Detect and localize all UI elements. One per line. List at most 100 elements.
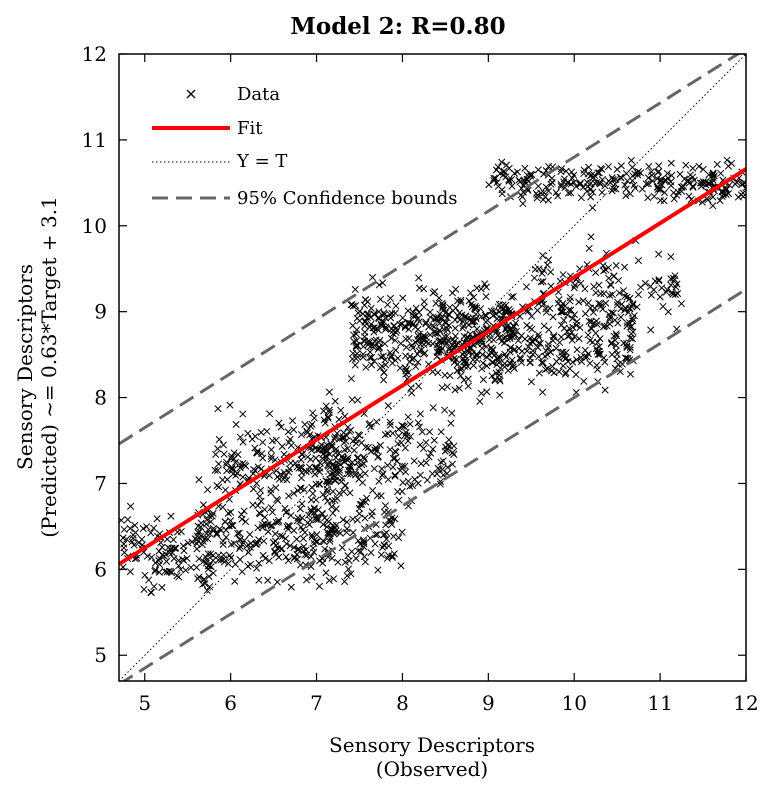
data-point (388, 553, 396, 561)
data-point (401, 444, 409, 452)
data-point (236, 464, 244, 472)
data-point (195, 555, 203, 563)
data-point (447, 419, 455, 427)
x-tick-label: 7 (310, 691, 323, 715)
upper-confidence-bound (119, 54, 741, 446)
data-point (354, 547, 362, 555)
data-point (448, 289, 457, 297)
data-point (541, 365, 550, 374)
data-point (351, 468, 359, 477)
data-point (724, 162, 732, 170)
data-point (378, 465, 386, 473)
data-point (451, 332, 459, 340)
data-point (495, 353, 503, 361)
data-point (442, 318, 450, 326)
data-point (313, 513, 321, 521)
data-point (138, 535, 146, 543)
data-point (647, 168, 655, 176)
data-point (510, 169, 519, 177)
data-point (499, 305, 507, 313)
data-point (310, 504, 318, 512)
data-point (342, 437, 350, 445)
data-point (545, 256, 553, 264)
data-point (334, 558, 342, 566)
data-point (374, 326, 383, 334)
data-point (308, 573, 316, 581)
data-point (376, 364, 384, 372)
data-point (326, 529, 334, 537)
data-point (386, 349, 394, 357)
data-point (360, 536, 368, 544)
y-tick-label: 11 (82, 128, 107, 152)
data-point (509, 360, 517, 368)
data-point (320, 538, 328, 546)
data-point (352, 343, 360, 351)
data-point (343, 572, 351, 580)
data-point (488, 347, 496, 355)
data-point (438, 384, 446, 392)
data-point (626, 190, 634, 198)
data-point (246, 530, 254, 538)
data-point (294, 486, 302, 495)
data-point (240, 507, 248, 515)
legend-data-marker (186, 89, 196, 99)
data-point (161, 567, 169, 575)
data-point (391, 471, 399, 479)
x-tick-label: 5 (138, 691, 151, 715)
data-point (623, 342, 631, 350)
data-point (223, 476, 231, 484)
data-point (416, 471, 424, 479)
data-point (620, 306, 629, 314)
data-point (207, 518, 215, 526)
data-point (227, 517, 235, 525)
legend-fit-label: Fit (237, 118, 263, 139)
data-point (214, 405, 222, 413)
data-point (213, 482, 221, 490)
data-point (215, 435, 223, 443)
data-point (536, 339, 544, 348)
data-point (587, 233, 595, 241)
data-point (347, 463, 355, 471)
data-point (444, 463, 452, 471)
data-point (143, 523, 151, 531)
data-point (193, 563, 201, 572)
data-point (570, 284, 578, 292)
data-point (324, 414, 332, 422)
data-point (457, 372, 465, 380)
data-point (621, 304, 630, 312)
data-point (126, 524, 134, 532)
data-point (606, 291, 614, 299)
data-point (404, 477, 412, 485)
data-point (412, 304, 420, 312)
data-point (322, 477, 330, 485)
data-point (194, 528, 202, 537)
data-point (126, 502, 135, 510)
data-point (429, 289, 437, 297)
data-point (650, 192, 658, 200)
data-point (297, 523, 305, 531)
data-point (253, 479, 261, 487)
data-point (550, 369, 558, 377)
data-point (667, 253, 675, 261)
data-point (455, 384, 463, 392)
data-point (331, 468, 339, 476)
data-point (612, 330, 620, 338)
data-point (670, 195, 678, 203)
data-point (382, 521, 390, 529)
x-tick-label: 9 (482, 691, 495, 715)
data-point (299, 534, 308, 543)
data-point (411, 475, 419, 484)
data-point (257, 497, 265, 505)
data-point (297, 430, 305, 439)
data-point (705, 179, 713, 188)
data-point (710, 172, 718, 180)
data-point (236, 433, 244, 441)
data-point (453, 367, 461, 375)
data-point (534, 182, 542, 190)
data-point (422, 318, 430, 326)
data-point (259, 551, 267, 559)
data-point (124, 516, 132, 524)
data-point (683, 176, 692, 184)
data-point (313, 446, 321, 454)
